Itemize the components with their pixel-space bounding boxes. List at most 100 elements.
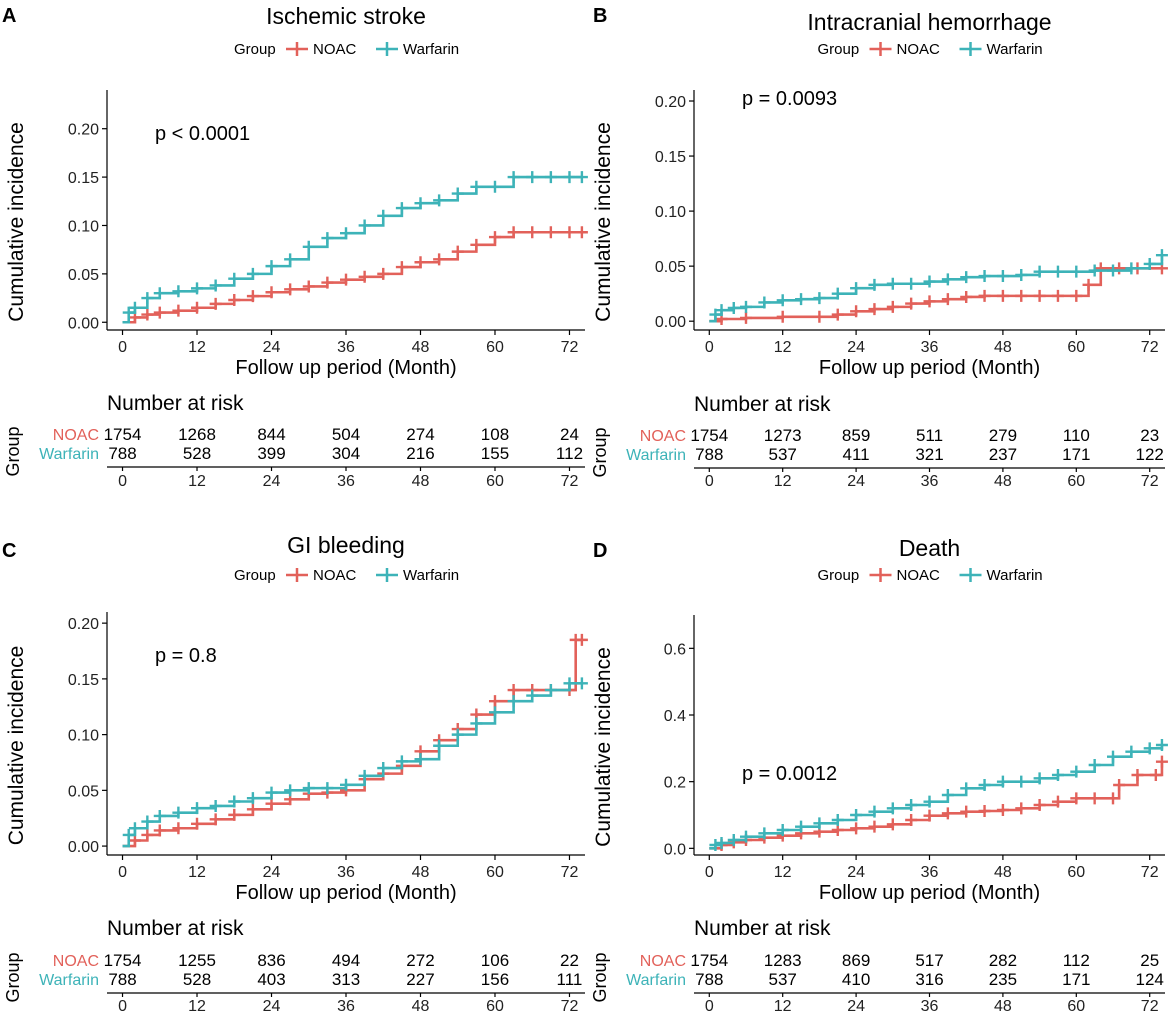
legend: Group NOAC Warfarin — [818, 567, 1043, 584]
y-tick-label: 0.20 — [68, 122, 99, 139]
censor-mark — [377, 267, 390, 280]
x-tick-label: 48 — [412, 339, 430, 356]
legend-label-warfarin: Warfarin — [403, 567, 459, 584]
risk-count-warfarin: 112 — [556, 444, 583, 463]
censor-mark — [122, 828, 135, 841]
risk-x-tick-label: 24 — [847, 998, 865, 1013]
censor-mark — [1125, 262, 1138, 275]
censor-mark — [246, 290, 259, 303]
legend-label-warfarin: Warfarin — [987, 41, 1043, 58]
censor-mark — [191, 802, 204, 815]
y-axis-label: Cumulative incidence — [592, 122, 615, 322]
risk-count-warfarin: 304 — [332, 444, 360, 463]
censor-mark — [153, 287, 166, 300]
risk-count-noac: 282 — [989, 951, 1017, 970]
x-axis-label: Follow up period (Month) — [819, 357, 1040, 379]
legend-label-noac: NOAC — [897, 567, 941, 584]
censor-mark — [340, 778, 352, 791]
risk-count-noac: 504 — [332, 425, 360, 444]
x-tick-label: 0 — [118, 864, 127, 881]
risk-count-noac: 279 — [989, 426, 1017, 445]
censor-mark — [141, 828, 154, 841]
risk-count-noac: 511 — [916, 426, 943, 445]
censor-mark — [302, 782, 315, 795]
censor-mark — [868, 820, 881, 833]
risk-x-tick-label: 60 — [486, 473, 504, 490]
risk-count-warfarin: 788 — [695, 445, 723, 464]
risk-x-tick-label: 72 — [1141, 998, 1159, 1013]
censor-mark — [886, 277, 899, 290]
censor-mark — [996, 289, 1009, 302]
censor-mark — [526, 226, 539, 239]
legend-title: Group — [818, 567, 860, 584]
censor-mark — [709, 308, 722, 321]
censor-mark — [191, 301, 204, 314]
censor-mark — [715, 304, 728, 317]
censor-mark — [996, 270, 1009, 283]
censor-mark — [978, 779, 991, 791]
censor-mark — [575, 633, 588, 646]
panel-d: D Death Group NOAC Warfarin 0.0 0.2 0.4 0.6 0 12 24… — [590, 535, 1168, 1013]
censor-mark — [321, 276, 334, 289]
censor-mark — [1051, 265, 1064, 278]
x-tick-label: 12 — [188, 864, 206, 881]
legend: Group NOAC Warfarin — [234, 41, 459, 58]
censor-mark — [544, 684, 557, 697]
censor-mark — [715, 837, 728, 849]
x-tick-label: 36 — [921, 864, 939, 881]
censor-mark — [1088, 759, 1101, 771]
chart-title: Death — [899, 535, 960, 561]
risk-group-label-noac: NOAC — [53, 953, 99, 970]
y-tick-label: 0.0 — [664, 841, 686, 858]
x-tick-label: 72 — [561, 864, 579, 881]
series-warfarin — [122, 677, 588, 848]
y-tick-label: 0.10 — [68, 728, 99, 745]
risk-x-tick-label: 48 — [412, 998, 430, 1013]
p-value-annotation: p = 0.8 — [155, 645, 217, 667]
legend: Group NOAC Warfarin — [234, 567, 459, 584]
risk-count-noac: 1754 — [690, 951, 728, 970]
censor-mark — [563, 677, 576, 690]
risk-group-label-warfarin: Warfarin — [39, 972, 99, 989]
risk-count-noac: 494 — [332, 951, 360, 970]
x-tick-label: 0 — [705, 864, 714, 881]
risk-count-noac: 1754 — [690, 426, 728, 445]
censor-mark — [1015, 775, 1028, 788]
censor-mark — [868, 278, 881, 291]
censor-mark — [377, 762, 390, 775]
censor-mark — [1155, 249, 1168, 262]
censor-mark — [886, 300, 899, 313]
y-tick-label: 0.00 — [68, 315, 99, 332]
censor-mark — [1015, 289, 1028, 302]
censor-mark — [1113, 779, 1126, 791]
censor-mark — [813, 310, 826, 323]
risk-count-warfarin: 788 — [108, 970, 136, 989]
censor-mark — [776, 824, 789, 836]
x-tick-label: 12 — [188, 339, 206, 356]
series-warfarin — [709, 739, 1168, 851]
risk-count-noac: 272 — [406, 951, 434, 970]
y-tick-label: 0.15 — [655, 149, 686, 166]
censor-mark — [709, 839, 722, 851]
risk-count-warfarin: 155 — [481, 444, 509, 463]
censor-mark — [575, 677, 588, 690]
censor-mark — [265, 797, 278, 810]
y-tick-label: 0.20 — [68, 616, 99, 633]
censor-mark — [1149, 769, 1162, 781]
chart-title: Ischemic stroke — [266, 3, 426, 29]
risk-x-tick-label: 36 — [337, 473, 355, 490]
risk-count-warfarin: 399 — [257, 444, 285, 463]
censor-mark — [128, 822, 141, 835]
censor-mark — [1143, 742, 1156, 755]
x-tick-label: 48 — [994, 864, 1012, 881]
censor-mark — [507, 684, 520, 697]
x-tick-label: 0 — [118, 339, 127, 356]
x-axis-label: Follow up period (Month) — [235, 357, 456, 379]
censor-mark — [960, 271, 973, 284]
censor-mark — [1107, 750, 1120, 763]
censor-mark — [358, 769, 371, 782]
censor-mark — [284, 253, 297, 266]
censor-mark — [996, 804, 1009, 816]
